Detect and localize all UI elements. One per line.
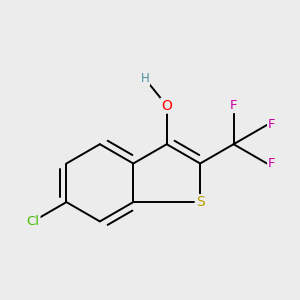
Text: S: S — [196, 195, 205, 209]
Text: H: H — [140, 72, 149, 85]
Text: O: O — [161, 99, 172, 112]
Text: F: F — [268, 118, 275, 131]
Text: Cl: Cl — [26, 215, 40, 228]
Text: F: F — [268, 157, 275, 170]
Text: F: F — [230, 99, 237, 112]
